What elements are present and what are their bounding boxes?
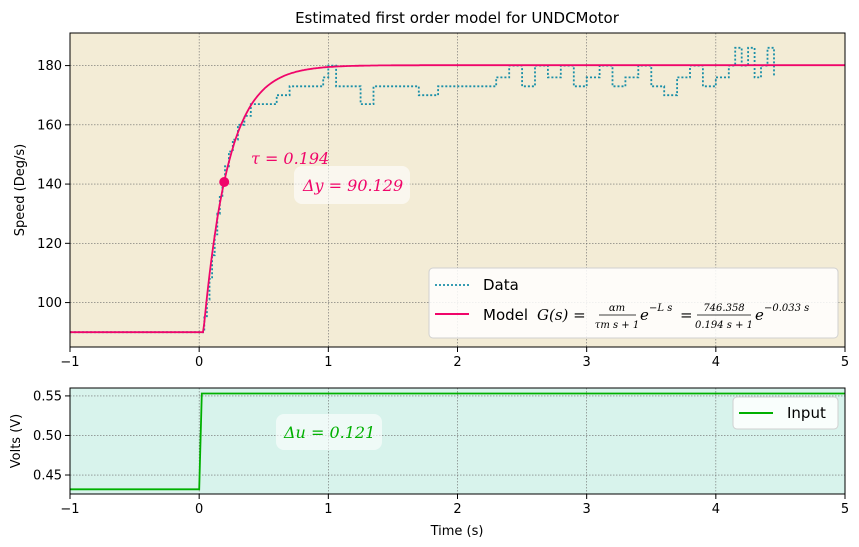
model-series-line (70, 64, 845, 334)
legend-frac2-den: 0.194 s + 1 (695, 320, 753, 331)
bottom-x-tick-label: 1 (324, 502, 332, 517)
legend-frac1-den: τm s + 1 (595, 320, 639, 331)
bottom-legend: Input (732, 396, 839, 430)
top-y-tick-label: 100 (37, 296, 62, 311)
bottom-x-tick-label: 4 (712, 502, 720, 517)
bottom-x-tick-label: −1 (60, 502, 79, 517)
top-x-tick-label: 1 (324, 355, 332, 370)
top-y-ticks: 100 120 140 160 180 (37, 59, 70, 311)
top-y-tick-label: 160 (37, 118, 62, 133)
bottom-x-tick-label: 0 (195, 502, 203, 517)
bottom-y-axis-label: Volts (V) (9, 414, 24, 469)
chart-title: Estimated first order model for UNDCMoto… (295, 9, 620, 27)
top-legend: Data Model G(s) = αm τm s + 1 e −L s = 7… (428, 267, 839, 339)
legend-model-prefix: Model (483, 306, 528, 324)
top-x-tick-label: 2 (453, 355, 461, 370)
top-x-tick-label: 3 (583, 355, 591, 370)
legend-frac2-num: 746.358 (703, 303, 744, 314)
bottom-y-tick-label: 0.50 (33, 429, 62, 444)
delta-u-annotation-box (276, 414, 382, 450)
delta-u-annotation: Δu = 0.121 (283, 423, 375, 442)
bottom-series (70, 392, 845, 491)
legend-model-lhs: G(s) = (537, 306, 586, 324)
data-series-line (70, 46, 775, 334)
top-x-tick-label: 0 (195, 355, 203, 370)
bottom-y-ticks: 0.45 0.50 0.55 (33, 389, 70, 484)
bottom-x-tick-label: 2 (453, 502, 461, 517)
legend-equals: = (680, 306, 693, 324)
top-y-tick-label: 180 (37, 59, 62, 74)
bottom-x-axis-label: Time (s) (430, 524, 484, 539)
top-x-tick-label: 5 (841, 355, 849, 370)
top-y-axis-label: Speed (Deg/s) (13, 144, 28, 236)
top-x-tick-label: 4 (712, 355, 720, 370)
top-y-tick-label: 140 (37, 178, 62, 193)
bottom-x-tick-label: 5 (841, 502, 849, 517)
bottom-x-ticks: −1 0 1 2 3 4 5 (60, 494, 849, 517)
legend-input-label: Input (787, 404, 826, 422)
legend-exp2: −0.033 s (764, 303, 809, 314)
bottom-x-tick-label: 3 (583, 502, 591, 517)
top-x-tick-label: −1 (60, 355, 79, 370)
tau-marker-point (219, 177, 230, 188)
legend-exp1: −L s (649, 303, 672, 314)
input-series-line (70, 392, 845, 491)
delta-y-annotation: Δy = 90.129 (302, 176, 403, 195)
tau-annotation: τ = 0.194 (251, 149, 329, 168)
top-legend-box (428, 267, 839, 339)
legend-e2: e (755, 306, 764, 324)
bottom-legend-box (732, 396, 839, 430)
delta-y-annotation-box (294, 166, 410, 204)
bottom-y-tick-label: 0.45 (33, 469, 62, 484)
top-y-tick-label: 120 (37, 237, 62, 252)
legend-e1: e (640, 306, 649, 324)
bottom-y-tick-label: 0.55 (33, 389, 62, 404)
legend-data-label: Data (483, 276, 519, 294)
top-x-ticks: −1 0 1 2 3 4 5 (60, 347, 849, 370)
legend-frac1-num: αm (609, 303, 625, 314)
top-series (70, 46, 845, 334)
